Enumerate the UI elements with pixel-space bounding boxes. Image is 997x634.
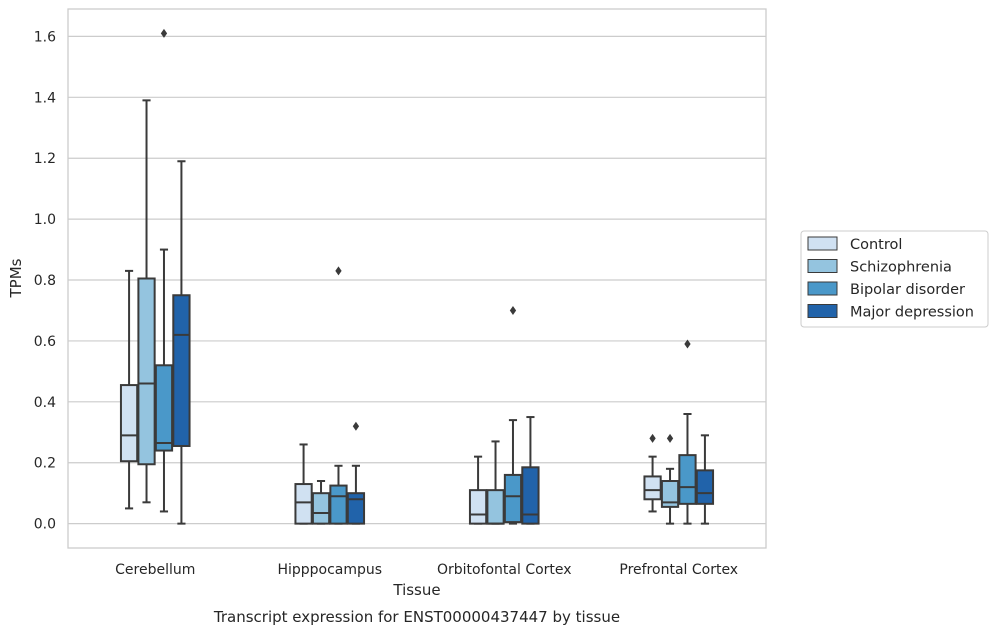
y-tick-label: 1.6 [34, 29, 56, 45]
legend-swatch [807, 281, 838, 296]
legend-swatch [807, 236, 838, 251]
outlier-point [352, 421, 360, 431]
boxes [119, 28, 715, 525]
box-3-3 [695, 434, 715, 525]
box-iqr [154, 364, 174, 452]
box-iqr [311, 492, 331, 525]
y-tick-labels: 0.0 0.2 0.4 0.6 0.8 1.0 1.2 1.4 1.6 [34, 29, 56, 532]
box-iqr [346, 492, 366, 525]
box-iqr [695, 469, 715, 505]
x-tick-label: Hipppocampus [277, 562, 382, 578]
y-tick-label: 1.0 [34, 212, 56, 228]
legend-label: Control [850, 237, 902, 253]
outlier-point [160, 28, 168, 38]
legend-frame [800, 230, 989, 328]
box-iqr [643, 475, 662, 501]
legend-swatch [807, 304, 838, 318]
outlier-point [649, 433, 656, 443]
box-iqr [486, 489, 505, 525]
y-axis-label: TPMs [7, 258, 25, 298]
outlier-point [666, 433, 674, 443]
box-iqr [119, 384, 139, 463]
box-0-3 [643, 433, 662, 513]
outlier-point [684, 339, 691, 349]
legend-swatch [807, 259, 838, 273]
y-tick-label: 1.4 [34, 90, 56, 106]
box-0-2 [468, 455, 488, 525]
box-iqr [172, 294, 191, 447]
y-tick-label: 0.2 [34, 456, 56, 472]
box-2-0 [154, 28, 174, 513]
box-iqr [678, 454, 697, 505]
y-tick-label: 0.0 [34, 517, 56, 533]
box-1-1 [311, 480, 331, 525]
y-tick-label: 0.6 [34, 334, 56, 350]
box-2-1 [329, 266, 348, 525]
x-tick-label: Orbitofontal Cortex [437, 562, 572, 578]
x-tick-label: Prefrontal Cortex [619, 562, 738, 578]
box-iqr [468, 489, 488, 525]
box-2-3 [678, 339, 697, 525]
legend: Control Schizophrenia Bipolar disorder Majo… [800, 230, 989, 328]
box-iqr [660, 480, 680, 508]
box-3-1 [346, 421, 366, 525]
x-axis-label: Tissue [392, 581, 440, 599]
plot-frame [67, 8, 767, 549]
y-tick-label: 0.4 [34, 395, 56, 411]
box-iqr [294, 483, 313, 525]
x-tick-labels: Cerebellum Hipppocampus Orbitofontal Corte… [115, 562, 738, 578]
box-iqr [521, 466, 540, 525]
box-iqr [503, 473, 523, 524]
box-3-2 [521, 416, 540, 525]
legend-label: Schizophrenia [850, 260, 952, 276]
outlier-point [509, 305, 517, 315]
y-tick-label: 1.2 [34, 151, 56, 167]
legend-label: Major depression [850, 305, 974, 321]
legend-label: Bipolar disorder [850, 282, 965, 298]
box-0-0 [119, 269, 139, 510]
box-1-2 [486, 440, 505, 525]
box-1-0 [137, 99, 156, 504]
box-iqr [137, 277, 156, 466]
box-3-0 [172, 160, 191, 525]
y-tick-label: 0.8 [34, 273, 56, 289]
box-1-3 [660, 433, 680, 525]
chart-caption: Transcript expression for ENST0000043744… [213, 608, 620, 626]
box-iqr [329, 484, 348, 525]
x-tick-label: Cerebellum [115, 562, 195, 578]
outlier-point [335, 266, 342, 276]
box-2-2 [503, 305, 523, 525]
box-0-1 [294, 443, 313, 525]
